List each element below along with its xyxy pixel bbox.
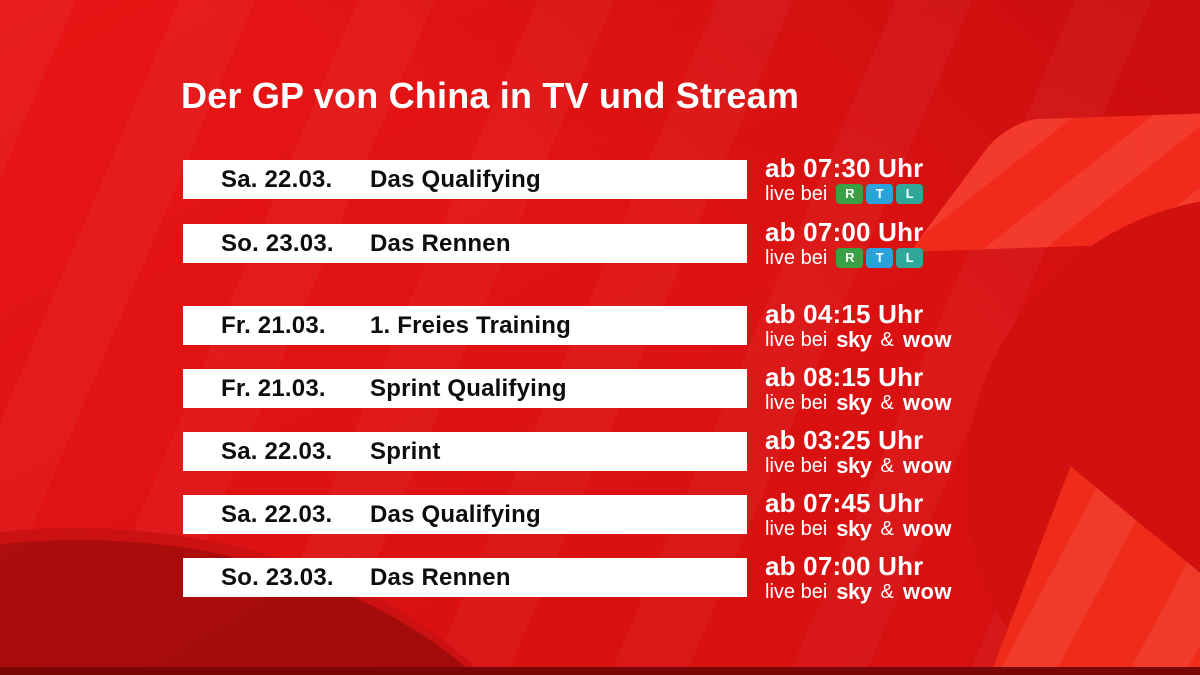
broadcast-info: ab 07:45 Uhr live bei sky & wow — [765, 488, 952, 540]
session-date: Sa. 22.03. — [221, 437, 333, 465]
session-date: Fr. 21.03. — [221, 374, 326, 402]
broadcast-info: ab 07:00 Uhr live bei sky & wow — [765, 551, 952, 603]
live-prefix: live bei — [765, 581, 828, 603]
wow-logo: wow — [902, 327, 952, 352]
rtl-logo-t-icon: T — [866, 184, 894, 204]
ampersand: & — [880, 329, 894, 351]
sky-logo: sky — [836, 390, 872, 415]
broadcast-channel: live bei sky & wow — [765, 390, 952, 415]
broadcast-channel: live bei sky & wow — [765, 516, 952, 541]
wow-logo: wow — [902, 390, 952, 415]
broadcast-info: ab 07:30 Uhr live bei R T L — [765, 153, 923, 205]
broadcast-channel: live bei sky & wow — [765, 453, 952, 478]
broadcast-time: ab 07:00 Uhr — [765, 551, 924, 581]
rtl-logo: R T L — [836, 184, 924, 204]
session-name: Das Rennen — [370, 229, 511, 257]
broadcast-info: ab 08:15 Uhr live bei sky & wow — [765, 362, 952, 414]
rtl-logo-r-icon: R — [836, 248, 864, 268]
session-bar: Sa. 22.03. Sprint — [183, 432, 747, 471]
broadcast-info: ab 04:15 Uhr live bei sky & wow — [765, 299, 952, 351]
schedule-row-5: Sa. 22.03. Sprint ab 03:25 Uhr live bei … — [183, 425, 1193, 477]
broadcast-info: ab 07:00 Uhr live bei R T L — [765, 217, 923, 269]
session-date: Sa. 22.03. — [221, 500, 333, 528]
sky-logo: sky — [836, 516, 872, 541]
broadcast-channel: live bei sky & wow — [765, 579, 952, 604]
schedule-row-4: Fr. 21.03. Sprint Qualifying ab 08:15 Uh… — [183, 362, 1193, 414]
broadcast-time: ab 03:25 Uhr — [765, 425, 924, 455]
session-bar: So. 23.03. Das Rennen — [183, 224, 747, 263]
session-date: So. 23.03. — [221, 563, 334, 591]
broadcast-time: ab 07:00 Uhr — [765, 217, 924, 247]
session-name: Das Qualifying — [370, 500, 541, 528]
broadcast-channel: live bei sky & wow — [765, 327, 952, 352]
live-prefix: live bei — [765, 247, 828, 269]
broadcast-time: ab 08:15 Uhr — [765, 362, 924, 392]
broadcast-channel: live bei R T L — [765, 247, 924, 269]
ampersand: & — [880, 392, 894, 414]
session-bar: Sa. 22.03. Das Qualifying — [183, 160, 747, 199]
broadcast-channel: live bei R T L — [765, 183, 924, 205]
session-name: 1. Freies Training — [370, 311, 572, 339]
page-title: Der GP von China in TV und Stream — [181, 75, 800, 116]
session-name: Das Qualifying — [370, 165, 541, 193]
sky-logo: sky — [836, 453, 872, 478]
ampersand: & — [880, 455, 894, 477]
live-prefix: live bei — [765, 455, 828, 477]
ampersand: & — [880, 581, 894, 603]
session-bar: Fr. 21.03. 1. Freies Training — [183, 306, 747, 345]
rtl-logo-t-icon: T — [866, 248, 894, 268]
session-name: Das Rennen — [370, 563, 511, 591]
session-name: Sprint Qualifying — [370, 374, 567, 402]
rtl-logo-r-icon: R — [836, 184, 864, 204]
wow-logo: wow — [902, 516, 952, 541]
live-prefix: live bei — [765, 329, 828, 351]
rtl-logo-l-icon: L — [896, 248, 924, 268]
ampersand: & — [880, 518, 894, 540]
session-bar: Fr. 21.03. Sprint Qualifying — [183, 369, 747, 408]
schedule-row-1: Sa. 22.03. Das Qualifying ab 07:30 Uhr l… — [183, 153, 1193, 205]
session-date: Sa. 22.03. — [221, 165, 333, 193]
live-prefix: live bei — [765, 392, 828, 414]
live-prefix: live bei — [765, 518, 828, 540]
rtl-logo: R T L — [836, 248, 924, 268]
session-name: Sprint — [370, 437, 441, 465]
rtl-logo-l-icon: L — [896, 184, 924, 204]
session-date: So. 23.03. — [221, 229, 334, 257]
sky-logo: sky — [836, 327, 872, 352]
live-prefix: live bei — [765, 183, 828, 205]
session-date: Fr. 21.03. — [221, 311, 326, 339]
broadcast-info: ab 03:25 Uhr live bei sky & wow — [765, 425, 952, 477]
session-bar: Sa. 22.03. Das Qualifying — [183, 495, 747, 534]
schedule-row-7: So. 23.03. Das Rennen ab 07:00 Uhr live … — [183, 551, 1193, 603]
bottom-strip — [0, 667, 1200, 675]
wow-logo: wow — [902, 453, 952, 478]
wow-logo: wow — [902, 579, 952, 604]
session-bar: So. 23.03. Das Rennen — [183, 558, 747, 597]
schedule-row-2: So. 23.03. Das Rennen ab 07:00 Uhr live … — [183, 217, 1193, 269]
sky-logo: sky — [836, 579, 872, 604]
schedule-row-6: Sa. 22.03. Das Qualifying ab 07:45 Uhr l… — [183, 488, 1193, 540]
broadcast-time: ab 04:15 Uhr — [765, 299, 924, 329]
broadcast-time: ab 07:45 Uhr — [765, 488, 924, 518]
schedule-row-3: Fr. 21.03. 1. Freies Training ab 04:15 U… — [183, 299, 1193, 351]
broadcast-time: ab 07:30 Uhr — [765, 153, 924, 183]
